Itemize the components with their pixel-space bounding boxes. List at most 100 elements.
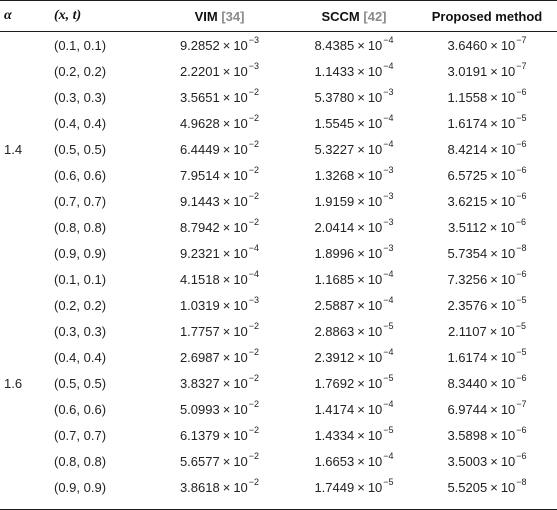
vim-error-cell: 1.0319 × 10 −3 xyxy=(158,292,281,318)
vim-mantissa: 5.6577 xyxy=(179,453,220,469)
table-row: (0.3, 0.3) 3.5651 × 10 −2 5.3780 × 10 −3 1.1558 × 1… xyxy=(0,84,557,110)
vim-error-cell: 2.2201 × 10 −3 xyxy=(158,58,281,84)
times-symbol: × xyxy=(357,63,365,79)
alpha-cell xyxy=(4,422,44,448)
sccm-mantissa: 2.8863 xyxy=(314,323,355,339)
base-ten: 10 xyxy=(500,141,516,157)
vim-exponent: −2 xyxy=(248,347,260,357)
prop-exponent: −6 xyxy=(516,451,527,461)
table-row: (0.1, 0.1) 4.1518 × 10 −4 1.1685 × 10 −4 7.3256 × 1… xyxy=(0,266,557,292)
prop-mantissa: 1.1558 xyxy=(447,89,488,105)
alpha-cell xyxy=(4,58,44,84)
base-ten: 10 xyxy=(367,37,383,53)
times-symbol: × xyxy=(357,349,365,365)
vim-mantissa: 3.8618 xyxy=(179,479,220,495)
vim-error-cell: 4.9628 × 10 −2 xyxy=(158,110,281,136)
xt-value: (0.6, 0.6) xyxy=(54,401,107,417)
alpha-cell xyxy=(4,292,44,318)
times-symbol: × xyxy=(490,271,498,287)
vim-exponent: −4 xyxy=(248,243,260,253)
xt-value: (0.1, 0.1) xyxy=(54,37,107,53)
prop-exponent: −5 xyxy=(516,113,527,123)
times-symbol: × xyxy=(357,401,365,417)
vim-error-cell: 2.6987 × 10 −2 xyxy=(158,344,281,370)
prop-exponent: −7 xyxy=(516,35,527,45)
times-symbol: × xyxy=(357,323,365,339)
prop-mantissa: 3.5112 xyxy=(447,219,487,235)
vim-exponent: −2 xyxy=(248,451,260,461)
base-ten: 10 xyxy=(367,427,383,443)
prop-mantissa: 8.3440 xyxy=(447,375,488,391)
times-symbol: × xyxy=(222,167,231,183)
base-ten: 10 xyxy=(233,193,248,209)
times-symbol: × xyxy=(490,141,498,157)
vim-mantissa: 8.7942 xyxy=(179,219,220,235)
vim-error-cell: 7.9514 × 10 −2 xyxy=(158,162,281,188)
sccm-error-cell: 1.9159 × 10 −3 xyxy=(290,188,418,214)
vim-error-cell: 8.7942 × 10 −2 xyxy=(158,214,281,240)
alpha-cell xyxy=(4,266,44,292)
times-symbol: × xyxy=(490,89,498,105)
prop-mantissa: 8.4214 xyxy=(447,141,488,157)
sccm-exponent: −4 xyxy=(383,399,394,409)
prop-exponent: −8 xyxy=(516,243,527,253)
xt-cell: (0.6, 0.6) xyxy=(54,162,144,188)
base-ten: 10 xyxy=(367,219,383,235)
times-symbol: × xyxy=(222,297,231,313)
xt-value: (0.4, 0.4) xyxy=(54,115,107,131)
base-ten: 10 xyxy=(367,401,383,417)
times-symbol: × xyxy=(222,453,231,469)
base-ten: 10 xyxy=(500,297,516,313)
times-symbol: × xyxy=(222,63,231,79)
times-symbol: × xyxy=(490,115,498,131)
base-ten: 10 xyxy=(367,479,383,495)
sccm-exponent: −3 xyxy=(383,217,394,227)
sccm-mantissa: 2.5887 xyxy=(314,297,355,313)
prop-mantissa: 6.9744 xyxy=(447,401,488,417)
header-sccm-label: SCCM xyxy=(321,8,360,24)
xt-cell: (0.2, 0.2) xyxy=(54,58,144,84)
vim-mantissa: 6.1379 xyxy=(179,427,220,443)
prop-mantissa: 3.0191 xyxy=(447,63,488,79)
xt-cell: (0.5, 0.5) xyxy=(54,136,144,162)
vim-mantissa: 7.9514 xyxy=(179,167,220,183)
sccm-exponent: −3 xyxy=(383,191,394,201)
table-row: (0.2, 0.2) 2.2201 × 10 −3 1.1433 × 10 −4 3.0191 × 1… xyxy=(0,58,557,84)
base-ten: 10 xyxy=(233,375,248,391)
vim-exponent: −2 xyxy=(248,477,260,487)
times-symbol: × xyxy=(357,375,365,391)
header-proposed: Proposed method xyxy=(431,8,543,24)
table-row: (0.7, 0.7) 6.1379 × 10 −2 1.4334 × 10 −5 3.5898 × 1… xyxy=(0,422,557,448)
vim-mantissa: 4.1518 xyxy=(179,271,220,287)
xt-cell: (0.8, 0.8) xyxy=(54,448,144,474)
times-symbol: × xyxy=(490,193,498,209)
xt-value: (0.2, 0.2) xyxy=(54,297,107,313)
vim-exponent: −2 xyxy=(248,191,260,201)
vim-exponent: −3 xyxy=(248,295,260,305)
sccm-exponent: −4 xyxy=(383,295,394,305)
xt-value: (0.3, 0.3) xyxy=(54,89,107,105)
sccm-mantissa: 1.8996 xyxy=(314,245,355,261)
vim-mantissa: 4.9628 xyxy=(179,115,220,131)
vim-exponent: −2 xyxy=(248,165,260,175)
sccm-exponent: −5 xyxy=(383,373,394,383)
table-row: (0.2, 0.2) 1.0319 × 10 −3 2.5887 × 10 −4 2.3576 × 1… xyxy=(0,292,557,318)
times-symbol: × xyxy=(490,401,498,417)
times-symbol: × xyxy=(490,479,498,495)
xt-cell: (0.9, 0.9) xyxy=(54,474,144,500)
sccm-mantissa: 1.5545 xyxy=(314,115,355,131)
sccm-mantissa: 1.4334 xyxy=(314,427,355,443)
prop-error-cell: 8.3440 × 10 −6 xyxy=(420,370,554,396)
table-top-rule xyxy=(0,0,557,1)
prop-exponent: −6 xyxy=(515,217,527,227)
times-symbol: × xyxy=(222,375,231,391)
base-ten: 10 xyxy=(367,89,383,105)
prop-error-cell: 7.3256 × 10 −6 xyxy=(420,266,554,292)
base-ten: 10 xyxy=(367,453,383,469)
base-ten: 10 xyxy=(367,349,383,365)
table-row: (0.1, 0.1) 9.2852 × 10 −3 8.4385 × 10 −4 3.6460 × 1… xyxy=(0,32,557,58)
base-ten: 10 xyxy=(233,115,248,131)
prop-mantissa: 3.5898 xyxy=(447,427,488,443)
alpha-cell xyxy=(4,84,44,110)
sccm-exponent: −5 xyxy=(383,477,394,487)
